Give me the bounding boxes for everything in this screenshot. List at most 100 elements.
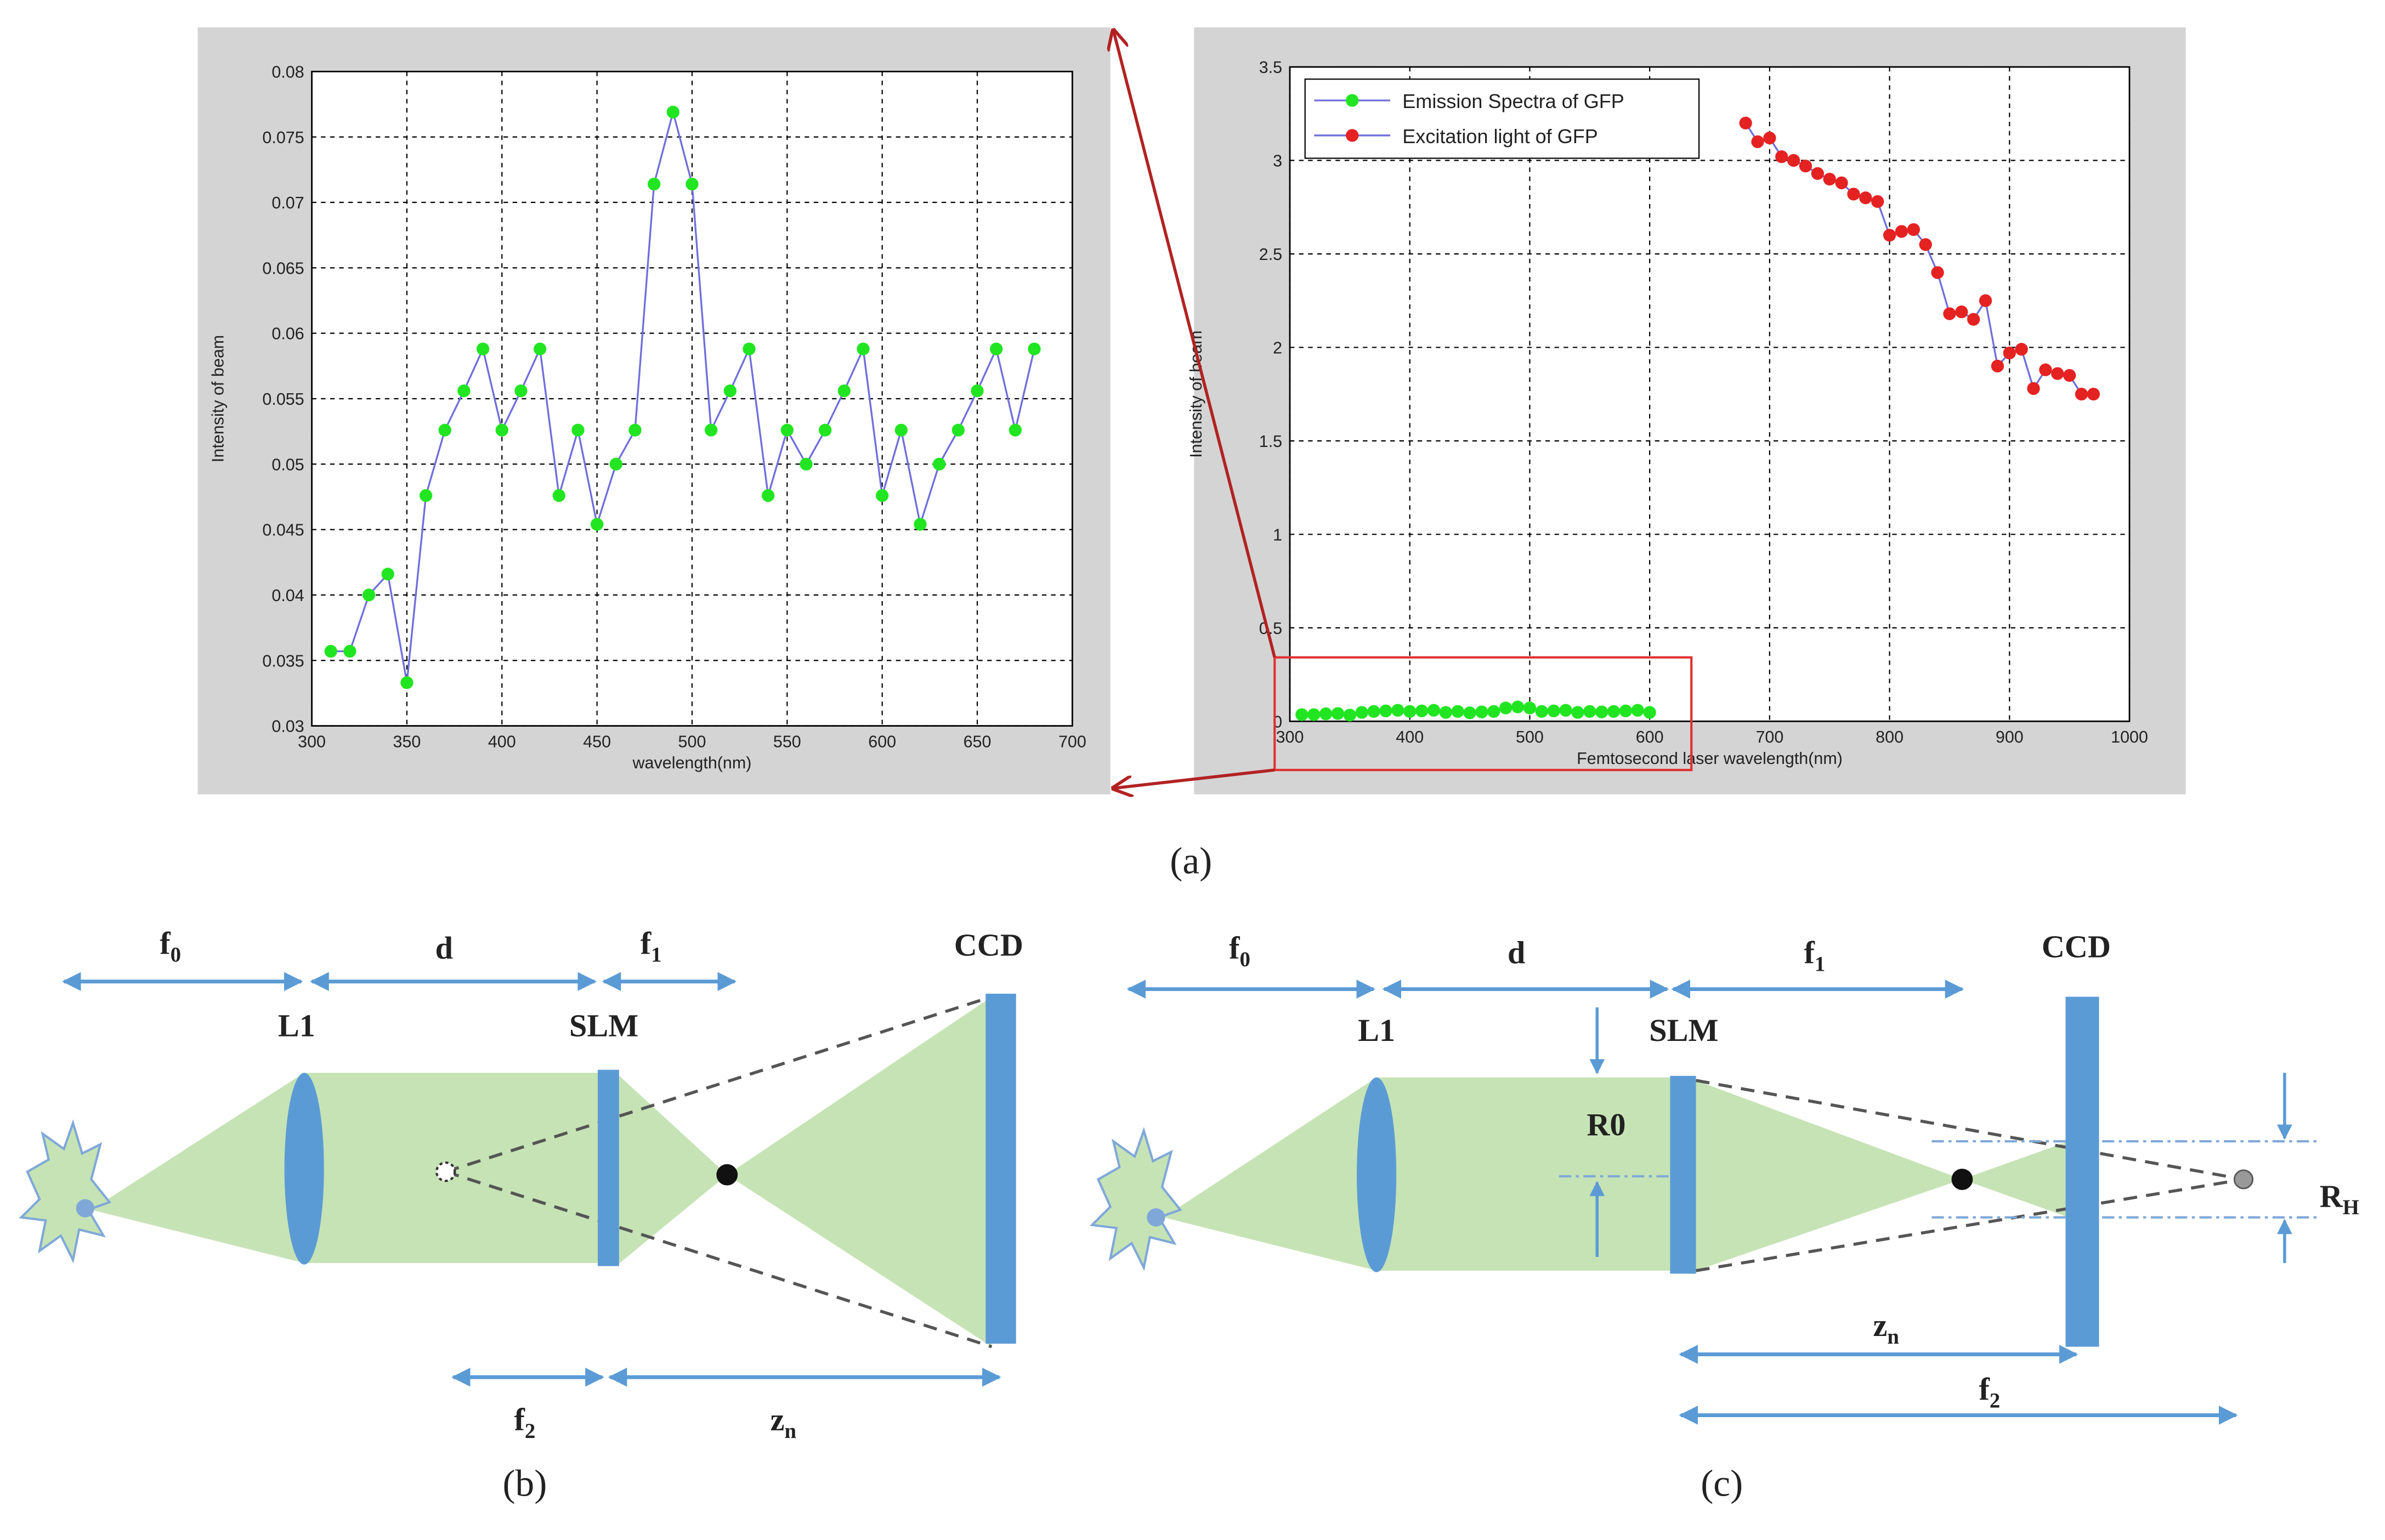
x-tick-label: 500 xyxy=(678,732,706,751)
data-point xyxy=(1883,229,1896,242)
label-base: f xyxy=(160,926,171,961)
diagram-label: SLM xyxy=(569,1008,638,1044)
label-base: R xyxy=(2320,1178,2343,1214)
panel-label: (a) xyxy=(1170,840,1212,882)
x-tick-label: 1000 xyxy=(2111,728,2148,746)
data-point xyxy=(1523,701,1537,715)
data-point xyxy=(476,342,490,355)
legend-label: Excitation light of GFP xyxy=(1402,125,1598,148)
data-point xyxy=(1379,704,1392,717)
data-point xyxy=(1307,708,1321,721)
y-tick-label: 0.045 xyxy=(262,521,304,540)
label-base: f xyxy=(1229,930,1240,966)
data-point xyxy=(1295,708,1308,721)
diagram-label: RH xyxy=(2320,1178,2359,1219)
x-tick-label: 300 xyxy=(298,732,326,751)
label-sub: 2 xyxy=(1990,1389,2000,1413)
data-point xyxy=(1451,705,1464,718)
diagram-label: zn xyxy=(1873,1307,1899,1349)
data-point xyxy=(1319,707,1333,721)
y-tick-label: 1 xyxy=(1273,525,1282,544)
data-point xyxy=(362,588,376,602)
data-point xyxy=(1919,238,1932,251)
charts: 300 350 400 450 500 550 600 650 700 0.03 0.035 0.04… xyxy=(197,27,2186,795)
data-point xyxy=(381,568,394,581)
x-tick-label: 450 xyxy=(583,732,611,751)
data-point xyxy=(1355,706,1368,719)
data-point xyxy=(723,384,737,398)
y-tick-label: 0.08 xyxy=(271,63,304,82)
data-point xyxy=(894,423,908,437)
label-sub: 2 xyxy=(525,1419,535,1443)
data-point xyxy=(1943,307,1956,320)
legend-box xyxy=(1304,78,1700,159)
data-point xyxy=(1511,700,1525,714)
series-line xyxy=(331,108,1035,683)
data-point xyxy=(324,644,337,658)
y-tick-label: 0.035 xyxy=(262,652,304,670)
data-point xyxy=(819,423,832,437)
source xyxy=(19,1119,112,1264)
y-tick-label: 2.5 xyxy=(1259,245,1282,264)
x-axis-label: Femtosecond laser wavelength(nm) xyxy=(1577,749,1843,768)
y-tick-label: 0.055 xyxy=(262,390,304,409)
label-sub: 0 xyxy=(171,943,181,967)
virtual-focus xyxy=(2234,1169,2254,1190)
legend-marker xyxy=(1346,94,1359,107)
label-sub: n xyxy=(1887,1325,1899,1349)
data-point xyxy=(1787,154,1800,167)
data-point xyxy=(1595,705,1608,718)
y-tick-label: 0.5 xyxy=(1259,619,1282,638)
beam xyxy=(727,997,992,1347)
virtual-focus xyxy=(435,1161,456,1182)
data-point xyxy=(1028,342,1041,355)
zoom-box xyxy=(1273,656,1693,772)
data-point xyxy=(1835,176,1848,190)
y-tick-label: 0.03 xyxy=(271,717,304,736)
data-point xyxy=(343,644,356,658)
data-point xyxy=(800,457,813,471)
data-point xyxy=(1427,704,1441,717)
diagram-c: f0 d f1 L1 SLM CCD R0 RH zn f2 (c) xyxy=(1089,928,2359,1505)
data-point xyxy=(1631,704,1644,717)
label-base: f xyxy=(514,1402,525,1437)
ccd xyxy=(985,993,1016,1344)
x-tick-label: 500 xyxy=(1516,728,1544,746)
data-point xyxy=(1487,705,1500,718)
data-point xyxy=(514,384,528,398)
label-base: f xyxy=(641,926,652,961)
y-tick-label: 0.075 xyxy=(262,128,304,147)
data-point xyxy=(857,342,870,355)
lens xyxy=(1357,1077,1397,1272)
data-point xyxy=(1439,706,1452,719)
label-base: z xyxy=(771,1402,785,1437)
data-point xyxy=(1463,706,1476,720)
data-point xyxy=(457,384,471,398)
data-point xyxy=(743,342,756,355)
data-point xyxy=(876,489,889,502)
data-point xyxy=(1739,116,1752,130)
data-point xyxy=(1499,701,1512,715)
x-tick-label: 650 xyxy=(964,732,992,751)
data-point xyxy=(2027,382,2040,395)
diagram-label: L1 xyxy=(278,1008,315,1044)
x-tick-label: 600 xyxy=(1636,728,1664,746)
legend-marker xyxy=(1346,129,1359,142)
data-point xyxy=(495,423,508,437)
data-point xyxy=(1763,131,1776,145)
label-sub: H xyxy=(2343,1196,2359,1219)
panel-label: (b) xyxy=(502,1463,547,1505)
data-point xyxy=(1847,188,1860,201)
x-tick-label: 400 xyxy=(1396,728,1424,746)
x-tick-label: 300 xyxy=(1276,728,1304,746)
diagram-label: R0 xyxy=(1587,1107,1625,1142)
diagram-label: zn xyxy=(771,1402,796,1443)
data-point xyxy=(1907,223,1920,236)
y-tick-label: 0.05 xyxy=(271,455,304,474)
diagram-label: CCD xyxy=(954,927,1023,963)
data-point xyxy=(1535,705,1548,718)
label-sub: 1 xyxy=(1815,952,1825,976)
diagram-label: f2 xyxy=(514,1402,535,1443)
data-point xyxy=(1979,294,1992,307)
zoom-arrow xyxy=(1113,30,1276,658)
